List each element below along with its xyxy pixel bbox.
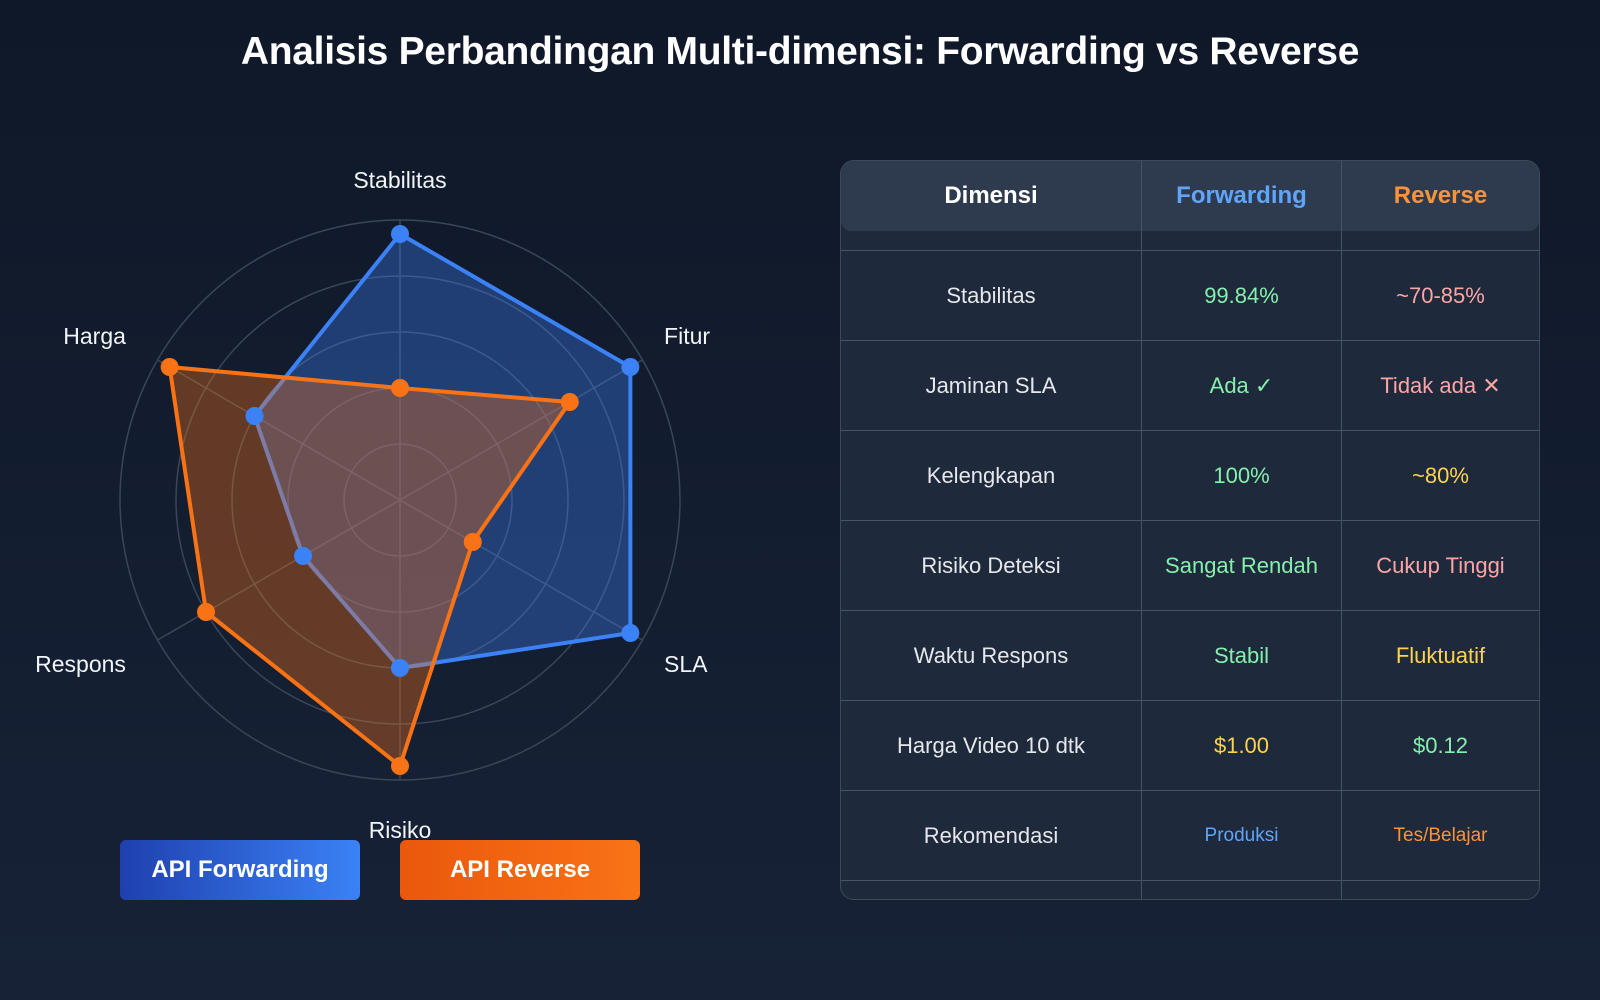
legend-forwarding[interactable]: API Forwarding	[120, 840, 360, 900]
cell-forwarding: Ada ✓	[1141, 341, 1341, 430]
reverse-point	[463, 533, 482, 551]
axis-label: SLA	[664, 651, 708, 677]
cell-dimension: Stabilitas	[946, 282, 1036, 308]
table-row: Kelengkapan 100% ~80%	[841, 430, 1539, 520]
table-row: Harga Video 10 dtk $1.00 $0.12	[841, 700, 1539, 790]
table-row: Waktu Respons Stabil Fluktuatif	[841, 610, 1539, 700]
cell-reverse: ~70-85%	[1341, 251, 1539, 340]
table-row: Jaminan SLA Ada ✓ Tidak ada ✕	[841, 340, 1539, 430]
grid-spoke	[157, 359, 401, 501]
reverse-point	[560, 393, 579, 411]
reverse-point	[391, 379, 409, 397]
grid-spoke	[157, 499, 401, 641]
axis-label: Harga	[63, 323, 126, 349]
cell-forwarding: 99.84%	[1141, 251, 1341, 340]
header-reverse: Reverse	[1341, 161, 1539, 231]
forwarding-point	[391, 225, 409, 243]
cell-reverse: $0.12	[1341, 701, 1539, 790]
forwarding-point	[245, 407, 264, 425]
cell-reverse: Fluktuatif	[1341, 611, 1539, 700]
cell-forwarding: Stabil	[1141, 611, 1341, 700]
table-header: Dimensi Forwarding Reverse	[841, 161, 1539, 231]
cell-forwarding: 100%	[1141, 431, 1341, 520]
axis-label: Stabilitas	[353, 167, 446, 193]
radar-chart: Stabilitas Fitur SLA Risiko Respons Harga	[35, 167, 710, 843]
legend-forwarding-label: API Forwarding	[151, 856, 329, 883]
legend-reverse-label: API Reverse	[449, 856, 591, 883]
cell-reverse: Tidak ada ✕	[1341, 341, 1539, 430]
header-gap	[841, 231, 1539, 251]
cell-reverse: ~80%	[1341, 431, 1539, 520]
table-body: Stabilitas 99.84% ~70-85% Jaminan SLA Ad…	[841, 250, 1539, 899]
cell-dimension: Kelengkapan	[926, 462, 1056, 488]
page-title: Analisis Perbandingan Multi-dimensi: For…	[240, 30, 1360, 73]
cell-dimension: Risiko Deteksi	[921, 552, 1061, 578]
forwarding-point	[391, 659, 409, 677]
forwarding-point	[621, 624, 640, 642]
table-row: Risiko Deteksi Sangat Rendah Cukup Tingg…	[841, 520, 1539, 610]
cell-forwarding: $1.00	[1141, 701, 1341, 790]
cell-dimension: Waktu Respons	[913, 642, 1069, 668]
axis-label: Fitur	[664, 323, 710, 349]
table-row: Stabilitas 99.84% ~70-85%	[841, 250, 1539, 340]
grid-spoke	[399, 359, 643, 501]
axis-label: Respons	[35, 651, 126, 677]
table-row: Rekomendasi Produksi Tes/Belajar	[841, 790, 1539, 880]
forwarding-point	[294, 547, 313, 565]
legend-reverse[interactable]: API Reverse	[400, 840, 640, 900]
reverse-point	[160, 358, 179, 376]
cell-dimension: Harga Video 10 dtk	[897, 732, 1085, 758]
cell-reverse: Tes/Belajar	[1341, 791, 1539, 880]
cell-dimension: Jaminan SLA	[925, 372, 1057, 398]
header-dimensi: Dimensi	[944, 182, 1038, 209]
grid-spoke	[399, 499, 643, 641]
cell-forwarding: Sangat Rendah	[1141, 521, 1341, 610]
reverse-point	[391, 757, 409, 775]
reverse-point	[197, 603, 216, 621]
cell-dimension: Rekomendasi	[923, 822, 1059, 848]
cell-forwarding: Produksi	[1141, 791, 1341, 880]
comparison-table: Dimensi Forwarding Reverse Stabilitas 99…	[840, 160, 1540, 900]
table-tail	[841, 880, 1539, 899]
header-forwarding: Forwarding	[1141, 161, 1341, 231]
axis-label: Risiko	[369, 817, 432, 843]
forwarding-point	[621, 358, 640, 376]
cell-reverse: Cukup Tinggi	[1341, 521, 1539, 610]
